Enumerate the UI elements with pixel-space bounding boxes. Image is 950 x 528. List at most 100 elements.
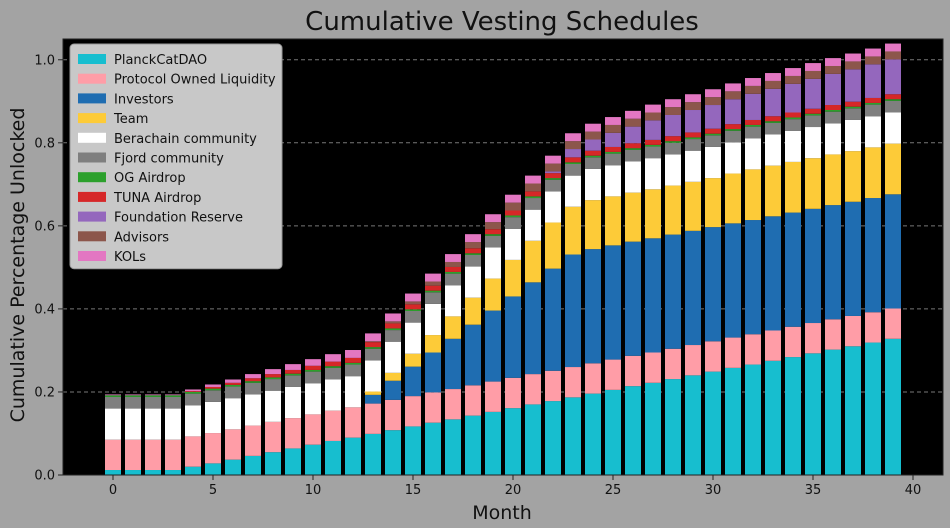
legend-label: PlanckCatDAO [114,53,207,68]
bar-segment [265,374,281,378]
bar-segment [165,395,181,397]
bar-segment [605,245,621,360]
legend-swatch [78,211,106,222]
bar-segment [265,379,281,391]
bar-segment [365,391,381,395]
bar-segment [505,259,521,297]
bar-segment [265,452,281,475]
bar-segment [865,104,881,117]
x-tick-label: 25 [605,483,622,498]
bar-segment [665,185,681,235]
legend-swatch [78,191,106,202]
bar-segment [385,313,401,322]
bar-segment [245,381,261,383]
bar-segment [605,153,621,166]
bar-segment [865,198,881,313]
bar-segment [265,369,281,375]
bar-segment [385,430,401,475]
bar-segment [325,379,341,411]
bar-segment [385,372,401,381]
bar-segment [865,147,881,199]
bar-segment [825,205,841,320]
bar-segment [365,333,381,342]
x-axis-label: Month [472,502,532,524]
bar-segment [225,459,241,475]
bar-segment [645,104,661,113]
bar-segment [445,273,461,286]
bar-segment [245,455,261,475]
bar-segment [865,102,881,105]
legend-swatch [78,172,106,183]
bar-segment [685,94,701,103]
bar-segment [145,396,161,409]
bar-segment [145,439,161,471]
bar-segment [685,345,701,376]
bar-segment [665,348,681,380]
bar-segment [585,200,601,250]
bar-segment [645,146,661,159]
bar-segment [145,395,161,397]
bar-segment [405,304,421,310]
bar-segment [365,394,381,404]
legend-label: Investors [114,92,174,107]
bar-segment [805,108,821,114]
bar-segment [685,137,701,140]
bar-segment [585,150,601,156]
bar-segment [785,161,801,213]
bar-segment [765,216,781,331]
bar-segment [845,151,861,202]
bar-segment [665,114,681,137]
bar-segment [305,365,321,370]
bar-segment [545,401,561,475]
bar-segment [765,73,781,81]
bar-segment [165,396,181,409]
bar-segment [685,132,701,138]
bar-segment [505,202,521,211]
bar-segment [805,158,821,209]
bar-segment [705,128,721,134]
chart-title: Cumulative Vesting Schedules [305,7,699,37]
bar-segment [125,439,141,471]
bar-stacks [105,43,901,475]
bar-segment [525,198,541,210]
bar-segment [625,149,641,162]
bar-segment [285,418,301,449]
bar-segment [825,154,841,206]
bar-segment [705,227,721,342]
bar-segment [505,377,521,409]
bar-segment [665,142,681,155]
bar-segment [325,354,341,362]
bar-segment [845,108,861,120]
bar-segment [385,323,401,329]
bar-segment [365,433,381,475]
bar-segment [485,247,501,279]
bar-segment [885,338,901,475]
bar-segment [785,83,801,113]
bar-segment [125,408,141,440]
bar-segment [425,292,441,304]
bar-segment [245,378,261,382]
bar-segment [745,364,761,475]
x-tick-label: 5 [209,483,217,498]
bar-segment [685,181,701,231]
bar-segment [585,157,601,169]
bar-segment [525,282,541,375]
bar-segment [205,390,221,402]
bar-segment [485,310,501,382]
bar-segment [825,319,841,350]
bar-segment [285,386,301,419]
bar-segment [425,285,441,291]
bar-segment [205,386,221,389]
bar-segment [365,403,381,434]
bar-segment [645,120,661,140]
bar-segment [245,382,261,395]
bar-segment [285,369,301,374]
bar-segment [385,341,401,373]
bar-segment [445,266,461,272]
bar-segment [285,448,301,475]
bar-segment [665,107,681,115]
bar-segment [305,371,321,384]
legend-label: Foundation Reserve [114,211,243,226]
bar-segment [585,155,601,158]
bar-segment [465,415,481,475]
